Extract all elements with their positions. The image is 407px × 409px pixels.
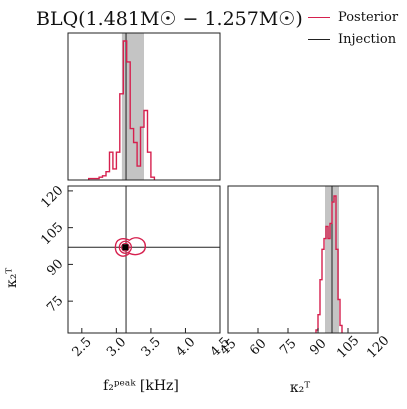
kappa-panel-frame bbox=[227, 185, 379, 334]
legend-injection-label: Injection bbox=[338, 31, 397, 47]
joint-ytick-label: 105 bbox=[38, 220, 66, 248]
joint-xtick-label: 2.5 bbox=[70, 335, 95, 360]
legend-item-injection: Injection bbox=[308, 28, 398, 50]
joint-contour-outer bbox=[114, 237, 147, 257]
kappa-xtick-label: 90 bbox=[307, 336, 329, 358]
legend-injection-swatch bbox=[308, 38, 330, 40]
joint-xtick-label: 3.0 bbox=[104, 335, 129, 360]
legend-posterior-swatch bbox=[308, 16, 330, 18]
legend-item-posterior: Posterior bbox=[308, 6, 398, 28]
kappa-marginal-panel: 45 60 75 90 105 120 bbox=[217, 185, 392, 361]
kappa-y-axis-label: κ₂ᵀ bbox=[4, 267, 20, 288]
joint-contour-middle bbox=[118, 240, 132, 254]
kappa-xtick-label: 75 bbox=[277, 336, 299, 358]
joint-panel-frame bbox=[67, 185, 221, 334]
fpeak-histogram bbox=[88, 40, 156, 180]
joint-contour-inner bbox=[120, 242, 130, 252]
joint-ytick-label: 90 bbox=[44, 257, 66, 279]
kappa-histogram bbox=[315, 195, 343, 333]
kappa-xtick-label: 120 bbox=[364, 333, 392, 361]
kappa-xtick-label: 60 bbox=[247, 336, 269, 358]
joint-xtick-label: 4.0 bbox=[173, 335, 198, 360]
fpeak-credible-band bbox=[121, 33, 144, 180]
fpeak-axis-label: f₂ᵖᵉᵃᵏ [kHz] bbox=[103, 378, 179, 394]
plot-title: BLQ(1.481M☉ − 1.257M☉) bbox=[36, 8, 303, 30]
joint-peak-marker bbox=[122, 244, 129, 251]
joint-ytick-label: 120 bbox=[38, 183, 66, 211]
legend-posterior-label: Posterior bbox=[338, 9, 399, 25]
legend: Posterior Injection bbox=[308, 6, 398, 50]
fpeak-panel-frame bbox=[67, 32, 221, 181]
kappa-xtick-label: 105 bbox=[334, 333, 362, 361]
joint-xtick-label: 3.5 bbox=[139, 335, 164, 360]
fpeak-marginal-panel bbox=[67, 32, 221, 181]
kappa-x-axis-label: κ₂ᵀ bbox=[289, 380, 311, 396]
joint-ytick-label: 75 bbox=[44, 293, 66, 315]
